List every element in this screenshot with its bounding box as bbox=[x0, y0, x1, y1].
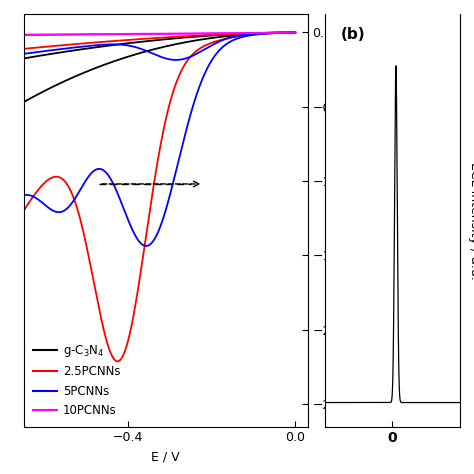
Legend: g-C$_3$N$_4$, 2.5PCNNs, 5PCNNs, 10PCNNs: g-C$_3$N$_4$, 2.5PCNNs, 5PCNNs, 10PCNNs bbox=[29, 339, 124, 421]
Text: (b): (b) bbox=[341, 27, 365, 42]
Y-axis label: ECL Intensity / a.u.: ECL Intensity / a.u. bbox=[468, 162, 474, 279]
Y-axis label: Current / mA: Current / mA bbox=[347, 181, 360, 260]
X-axis label: E / V: E / V bbox=[151, 450, 180, 463]
